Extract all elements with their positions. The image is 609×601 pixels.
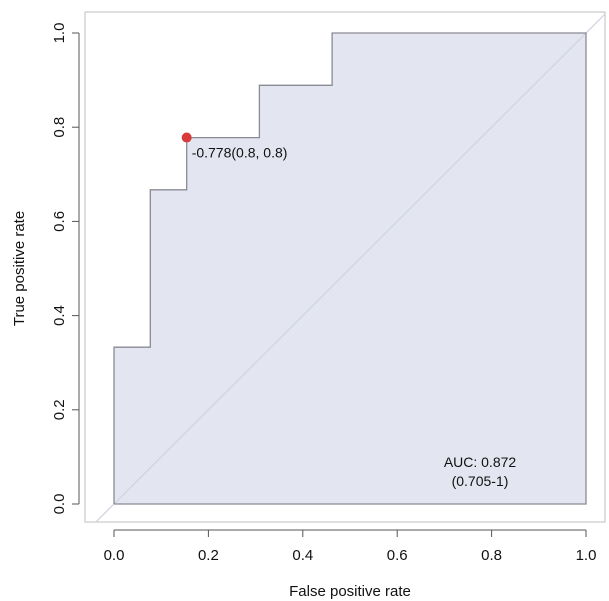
y-tick-label: 0.2 xyxy=(51,399,68,420)
threshold-point xyxy=(181,132,192,143)
x-tick-label: 0.8 xyxy=(481,547,502,564)
plot-frame xyxy=(84,11,606,523)
threshold-label: -0.778(0.8, 0.8) xyxy=(192,145,288,161)
x-tick-label: 0.0 xyxy=(104,547,125,564)
x-axis-title: False positive rate xyxy=(289,583,411,600)
diagonal-reference-line xyxy=(94,13,606,524)
y-tick-label: 0.4 xyxy=(51,305,68,326)
roc-curve-line xyxy=(113,32,587,505)
x-tick-label: 0.2 xyxy=(198,547,219,564)
x-tick-label: 0.6 xyxy=(387,547,408,564)
y-tick-label: 1.0 xyxy=(51,23,68,44)
y-tick-label: 0.6 xyxy=(51,211,68,232)
auc-ci-text: (0.705-1) xyxy=(452,473,509,489)
x-tick-label: 0.4 xyxy=(292,547,313,564)
y-tick-label: 0.8 xyxy=(51,117,68,138)
x-axis-ticks: 0.0 0.2 0.4 0.6 0.8 1.0 xyxy=(104,530,597,564)
auc-value-text: AUC: 0.872 xyxy=(444,454,517,470)
y-axis-title: True positive rate xyxy=(11,211,28,326)
x-tick-label: 1.0 xyxy=(576,547,597,564)
y-tick-label: 0.0 xyxy=(51,494,68,515)
y-axis-ticks: 0.0 0.2 0.4 0.6 0.8 1.0 xyxy=(51,23,79,515)
